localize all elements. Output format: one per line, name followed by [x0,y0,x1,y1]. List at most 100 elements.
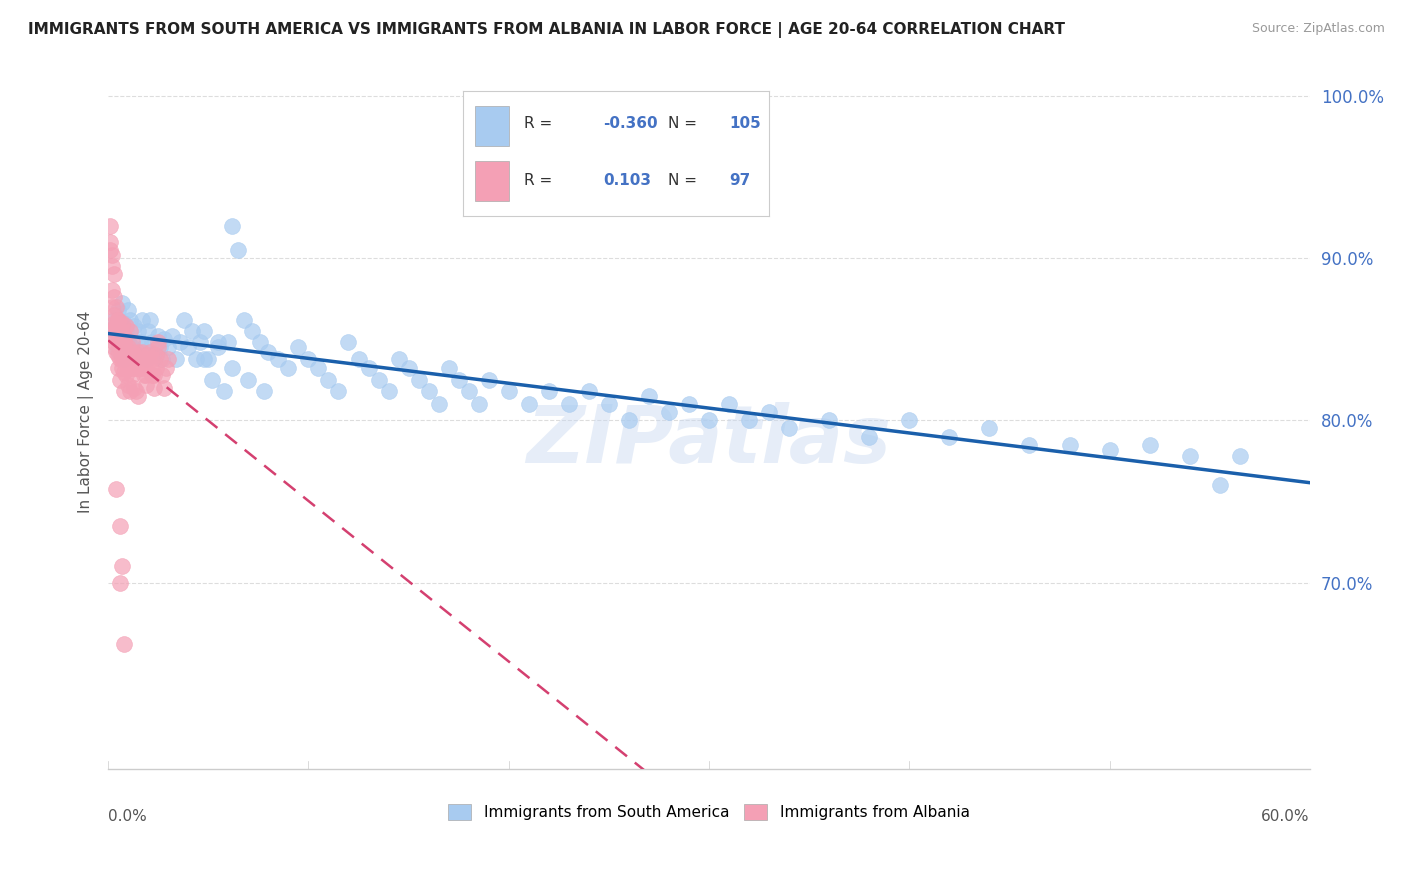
Point [1018,438,1040,452]
Point [143,368,166,382]
Point [111,340,134,354]
Point [107,302,129,317]
Point [121,345,143,359]
Point [357,361,380,376]
Point [111,316,134,330]
Point [447,373,470,387]
Point [217,335,239,350]
Point [267,351,290,366]
Point [149,351,172,366]
Point [257,345,280,359]
Point [103,267,125,281]
Point [120,384,142,398]
Point [108,575,131,590]
Point [122,319,145,334]
Point [153,332,176,346]
Point [120,361,142,376]
Point [115,351,138,366]
Point [718,397,741,411]
Point [139,345,162,359]
Point [112,351,135,366]
Point [1229,449,1251,463]
Point [148,329,170,343]
Point [347,351,370,366]
Point [238,373,260,387]
Point [398,361,420,376]
Point [387,351,409,366]
Point [121,335,143,350]
Text: IMMIGRANTS FROM SOUTH AMERICA VS IMMIGRANTS FROM ALBANIA IN LABOR FORCE | AGE 20: IMMIGRANTS FROM SOUTH AMERICA VS IMMIGRA… [28,22,1066,38]
Point [112,335,135,350]
Point [105,345,128,359]
Point [129,335,152,350]
Point [517,397,540,411]
Point [112,637,135,651]
Point [131,351,153,366]
Point [115,324,138,338]
Point [141,351,163,366]
Point [139,361,162,376]
Point [141,368,163,382]
Point [221,219,243,233]
Point [758,405,780,419]
Point [112,384,135,398]
Text: Source: ZipAtlas.com: Source: ZipAtlas.com [1251,22,1385,36]
Point [107,335,129,350]
Point [115,368,138,382]
Point [136,324,159,338]
Point [1059,438,1081,452]
Point [818,413,841,427]
Point [111,319,134,334]
Point [127,348,149,362]
Point [111,361,134,376]
Point [105,300,128,314]
Point [107,312,129,326]
Point [111,296,134,310]
Point [558,397,581,411]
Point [207,340,229,354]
Point [141,335,163,350]
Point [155,361,177,376]
Point [153,381,176,395]
Point [117,361,139,376]
Point [108,519,131,533]
Point [129,361,152,376]
Point [117,377,139,392]
Point [233,312,256,326]
Point [101,300,124,314]
Point [108,351,131,366]
Point [101,284,124,298]
Point [638,389,661,403]
Point [127,389,149,403]
Point [249,335,271,350]
Point [193,324,215,338]
Point [169,335,191,350]
Point [117,302,139,317]
Point [135,368,157,382]
Point [108,373,131,387]
Point [107,319,129,334]
Point [173,312,195,326]
Point [898,413,921,427]
Point [150,351,173,366]
Point [105,319,128,334]
Point [120,324,142,338]
Point [107,348,129,362]
Point [134,340,156,354]
Point [103,308,125,322]
Point [148,335,170,350]
Point [186,351,208,366]
Point [125,361,148,376]
Point [98,235,121,249]
Point [778,421,800,435]
Point [111,345,134,359]
Point [135,351,157,366]
Point [112,340,135,354]
Point [125,361,148,376]
Point [318,373,340,387]
Point [181,324,204,338]
Point [738,413,761,427]
Point [112,329,135,343]
Point [139,312,162,326]
Point [120,312,142,326]
